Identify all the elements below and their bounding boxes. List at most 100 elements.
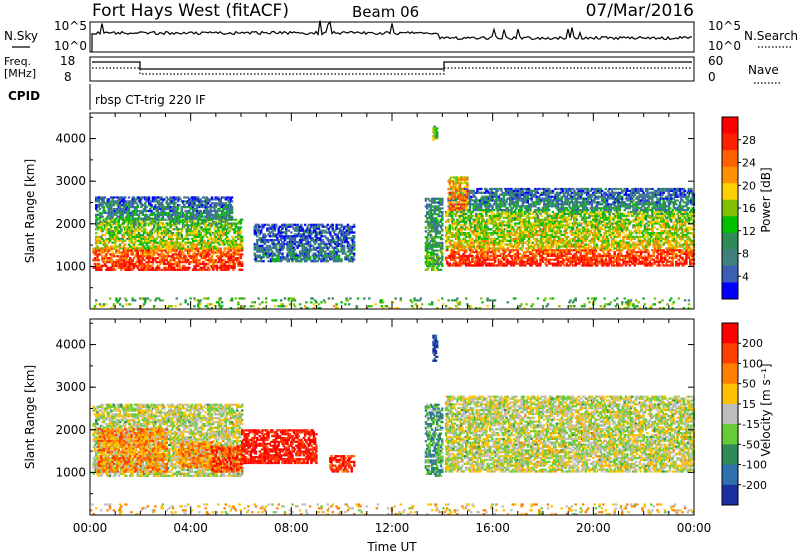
- power-cell: [108, 222, 112, 225]
- power-cell: [146, 209, 149, 213]
- power-cell: [228, 211, 231, 214]
- power-cell: [95, 228, 98, 231]
- power-cell: [303, 246, 307, 249]
- power-cell: [658, 264, 662, 267]
- power-cell: [271, 241, 274, 244]
- power-cell: [102, 206, 105, 209]
- power-cell: [222, 209, 225, 213]
- power-cell: [103, 239, 107, 242]
- power-cell: [532, 262, 536, 265]
- power-cell: [218, 243, 221, 246]
- power-cell: [554, 258, 557, 261]
- power-cell: [575, 262, 579, 265]
- power-cell: [441, 201, 444, 204]
- power-cell: [92, 266, 95, 269]
- power-cell: [461, 228, 464, 231]
- power-cell: [543, 252, 546, 256]
- power-cell: [107, 198, 110, 201]
- power-cell: [472, 260, 475, 263]
- power-cell: [457, 252, 460, 256]
- power-cell: [344, 252, 347, 255]
- power-cell: [278, 225, 282, 228]
- power-cell: [191, 213, 195, 216]
- power-cell: [298, 254, 302, 257]
- power-cell: [108, 247, 112, 250]
- power-cell: [200, 235, 204, 238]
- power-cell: [585, 252, 589, 256]
- power-cell: [169, 207, 172, 211]
- power-cell: [165, 200, 168, 203]
- power-cell: [433, 127, 436, 130]
- power-cell: [680, 252, 683, 256]
- power-cell: [322, 246, 326, 249]
- power-cell: [449, 233, 453, 237]
- power-cell: [145, 206, 148, 209]
- power-cell: [312, 225, 316, 228]
- power-cell: [306, 258, 309, 261]
- power-cell: [117, 261, 121, 264]
- power-cell: [152, 245, 156, 248]
- power-cell: [470, 249, 473, 252]
- power-cell: [439, 220, 443, 223]
- power-cell: [619, 252, 623, 256]
- power-cell: [117, 204, 121, 207]
- power-cell: [283, 239, 287, 242]
- power-cell: [154, 230, 157, 233]
- power-cell: [137, 200, 141, 203]
- power-cell: [446, 239, 449, 242]
- power-cell: [312, 227, 316, 230]
- power-cell: [448, 218, 451, 221]
- power-cell: [302, 254, 306, 257]
- power-cell: [207, 202, 210, 205]
- power-cell: [273, 223, 277, 226]
- power-cell: [431, 216, 434, 220]
- power-cell: [456, 210, 459, 214]
- power-cell: [214, 209, 217, 213]
- power-cell: [566, 251, 570, 254]
- power-cell: [200, 243, 204, 246]
- power-cell: [131, 262, 134, 266]
- power-cell: [151, 243, 155, 246]
- power-cell: [431, 209, 434, 212]
- power-cell: [207, 217, 210, 220]
- power-cell: [336, 250, 339, 253]
- power-cell: [306, 239, 309, 242]
- power-cell: [155, 213, 158, 216]
- power-cell: [126, 268, 129, 271]
- power-cell: [454, 228, 458, 231]
- power-cell: [436, 197, 439, 200]
- power-cell: [306, 235, 309, 238]
- power-cell: [466, 239, 469, 242]
- power-cell: [454, 233, 458, 237]
- power-cell: [145, 196, 148, 199]
- power-cell: [532, 260, 536, 263]
- power-cell: [538, 252, 541, 256]
- power-cell: [461, 260, 464, 263]
- power-cell: [262, 252, 265, 255]
- power-cell: [454, 235, 458, 238]
- power-cell: [203, 211, 206, 214]
- power-cell: [436, 259, 439, 262]
- power-cell: [233, 230, 236, 233]
- power-cell: [179, 266, 182, 269]
- power-cell: [113, 202, 117, 205]
- power-cell: [520, 258, 523, 261]
- power-cell: [124, 209, 127, 213]
- power-cell: [184, 209, 187, 213]
- power-cell: [188, 217, 191, 220]
- power-cell: [219, 253, 222, 256]
- power-cell: [346, 233, 350, 236]
- power-cell: [189, 247, 192, 250]
- power-cell: [219, 266, 222, 269]
- power-cell: [112, 232, 116, 235]
- power-cell: [438, 224, 441, 227]
- power-cell: [506, 262, 509, 265]
- power-cell: [107, 228, 110, 231]
- power-cell: [176, 207, 180, 211]
- power-cell: [131, 200, 134, 203]
- power-cell: [439, 211, 443, 214]
- power-cell: [144, 247, 147, 250]
- power-cell: [125, 249, 128, 252]
- power-cell: [295, 260, 298, 263]
- power-cell: [185, 235, 188, 238]
